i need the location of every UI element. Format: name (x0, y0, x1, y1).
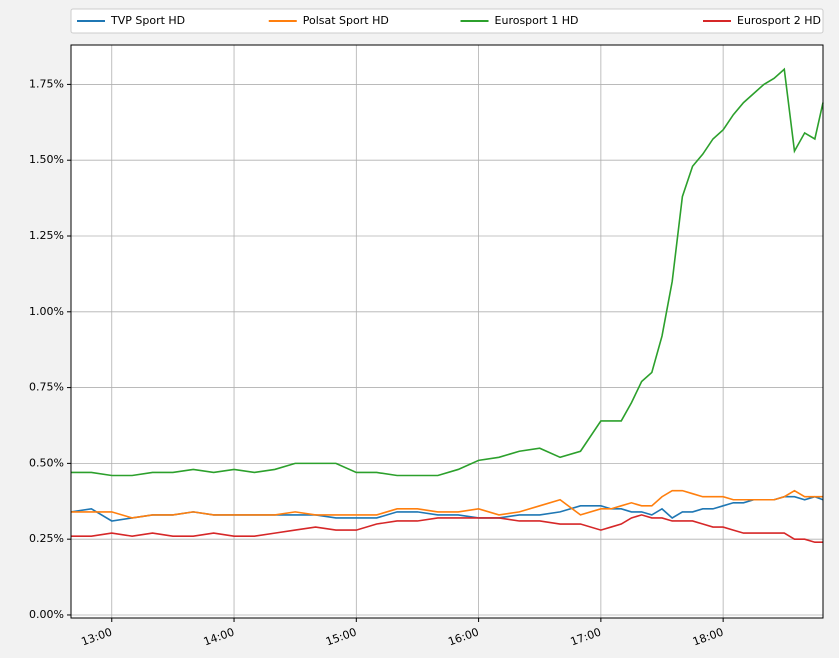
y-tick-label: 0.75% (29, 381, 64, 394)
series-line (71, 514, 823, 544)
x-tick-label: 16:00 (446, 625, 480, 648)
y-tick-label: 1.00% (29, 305, 64, 318)
x-tick-label: 13:00 (80, 625, 114, 648)
x-tick-label: 15:00 (324, 625, 358, 648)
y-tick-label: 0.50% (29, 456, 64, 469)
series-line (71, 67, 824, 477)
legend-label: Polsat Sport HD (303, 14, 389, 27)
series-line (71, 489, 823, 519)
y-tick-label: 1.50% (29, 153, 64, 166)
plot-area (71, 45, 823, 618)
x-tick-label: 18:00 (691, 625, 725, 648)
y-tick-label: 1.25% (29, 229, 64, 242)
y-tick-label: 1.75% (29, 77, 64, 90)
y-tick-label: 0.00% (29, 608, 64, 621)
legend-label: TVP Sport HD (110, 14, 185, 27)
y-tick-label: 0.25% (29, 532, 64, 545)
legend-label: Eurosport 2 HD (737, 14, 821, 27)
legend-label: Eurosport 1 HD (495, 14, 579, 27)
x-tick-label: 14:00 (202, 625, 236, 648)
plot-frame (70, 44, 824, 619)
x-tick-label: 17:00 (569, 625, 603, 648)
legend-box (70, 8, 824, 34)
